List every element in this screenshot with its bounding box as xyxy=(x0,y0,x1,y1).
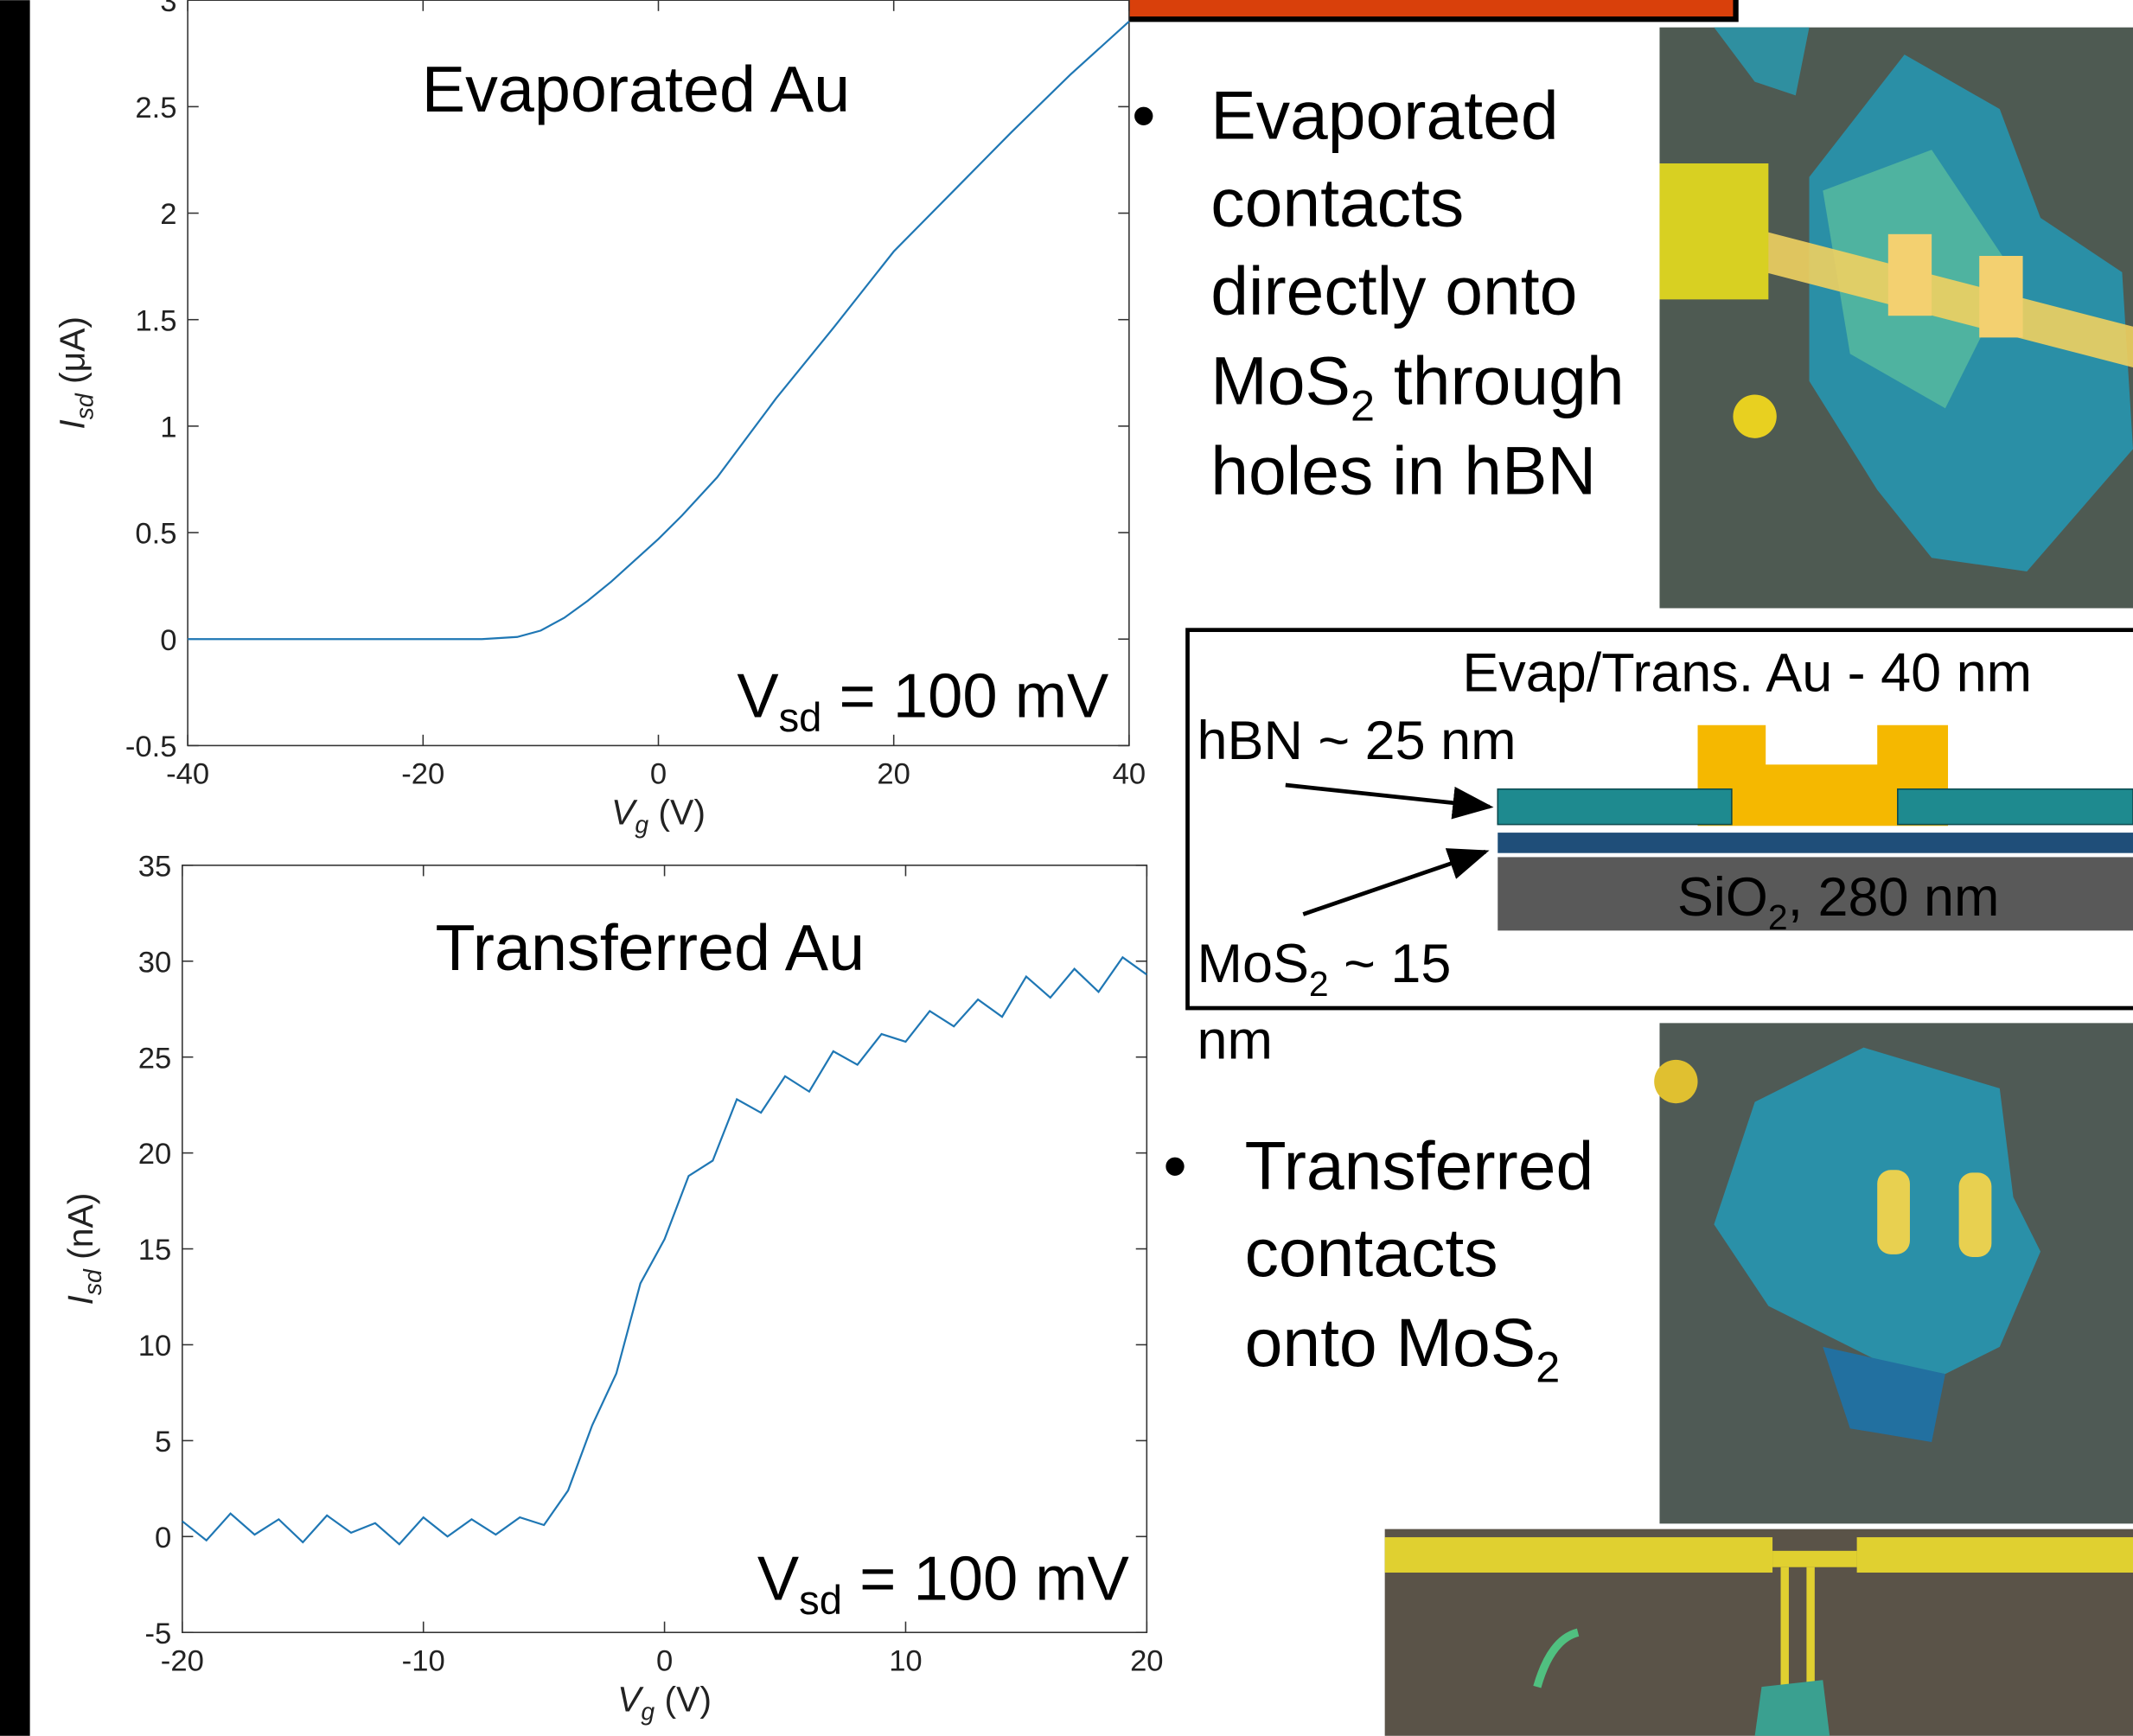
photo-device xyxy=(1385,1529,2133,1736)
text: = 100 mV xyxy=(821,661,1108,731)
y-tick-label: 1 xyxy=(160,411,176,444)
diagram-label: hBN ~ 25 nm xyxy=(1197,711,1517,771)
text: ~ 15 xyxy=(1329,934,1452,994)
bullet: • xyxy=(1163,1127,1187,1203)
y-tick-label: 15 xyxy=(138,1234,172,1267)
annotation: Evaporated Au xyxy=(422,54,850,126)
text: (μA) xyxy=(53,316,93,393)
y-tick-label: -5 xyxy=(144,1618,171,1650)
y-tick-label: 1.5 xyxy=(135,304,176,337)
x-tick-label: -10 xyxy=(402,1644,445,1677)
y-tick-label: 5 xyxy=(155,1426,171,1458)
symbol: I xyxy=(61,1295,100,1305)
diagram-label: Evap/Trans. Au - 40 nm xyxy=(1462,642,2032,703)
subscript: sd xyxy=(80,1268,107,1295)
symbol: I xyxy=(53,419,93,429)
bullet-line: onto MoS2 xyxy=(1245,1305,1561,1392)
bullet-line: directly onto xyxy=(1210,253,1577,329)
y-tick-label: 35 xyxy=(138,850,172,883)
y-tick-label: 3 xyxy=(160,0,176,18)
subscript: sd xyxy=(799,1578,842,1624)
y-tick-label: 0 xyxy=(160,624,176,657)
annotation: Transferred Au xyxy=(435,912,865,985)
bullet-line: Evaporated xyxy=(1210,78,1558,154)
y-tick-label: 2 xyxy=(160,198,176,231)
x-tick-label: 40 xyxy=(1113,757,1146,790)
y-tick-label: 25 xyxy=(138,1042,172,1075)
text: , 280 nm xyxy=(1788,867,2000,928)
bullet-list-2: • Transferred contacts onto MoS2 xyxy=(1163,1127,1593,1391)
bullet-line: MoS2 through xyxy=(1210,342,1624,430)
x-tick-label: 20 xyxy=(1130,1644,1164,1677)
x-tick-label: 0 xyxy=(650,757,667,790)
left-border xyxy=(0,0,30,1736)
mos2-layer xyxy=(1498,833,2133,853)
y-tick-label: -0.5 xyxy=(125,731,177,763)
slide: • Evaporated contacts directly onto MoS2… xyxy=(0,0,2133,1736)
text: MoS xyxy=(1210,342,1351,418)
x-tick-label: 20 xyxy=(877,757,910,790)
cross-section: Evap/Trans. Au - 40 nm hBN ~ 25 nm SiO2,… xyxy=(1188,630,2133,1071)
subscript: 2 xyxy=(1536,1343,1560,1392)
subscript: g xyxy=(641,1698,655,1726)
y-tick-label: 0.5 xyxy=(135,518,176,551)
subscript: sd xyxy=(779,695,822,741)
diagram-label: SiO2, 280 nm xyxy=(1677,867,1999,937)
subscript: 2 xyxy=(1309,964,1329,1004)
label: Vg (V) xyxy=(617,1679,712,1726)
label: Isd (μA) xyxy=(53,316,99,430)
y-tick-label: 30 xyxy=(138,946,172,979)
symbol: V xyxy=(737,661,778,731)
text: (nA) xyxy=(61,1193,100,1270)
y-tick-label: 2.5 xyxy=(135,92,176,124)
text: through xyxy=(1375,342,1625,418)
bullet-line: Transferred xyxy=(1245,1127,1594,1203)
text: (V) xyxy=(655,1679,712,1719)
x-tick-label: 0 xyxy=(656,1644,673,1677)
bullet-line: holes in hBN xyxy=(1210,432,1596,508)
hbn-layer xyxy=(1498,789,1732,825)
symbol: V xyxy=(757,1543,799,1613)
text: MoS xyxy=(1197,934,1309,994)
y-tick-label: 20 xyxy=(138,1138,172,1171)
y-tick-label: 10 xyxy=(138,1330,172,1363)
text: onto MoS xyxy=(1245,1305,1536,1381)
diagram-label: nm xyxy=(1197,1010,1273,1070)
hbn-layer xyxy=(1898,789,2133,825)
subscript: sd xyxy=(71,393,99,419)
label: Isd (nA) xyxy=(61,1193,107,1305)
label: Vg (V) xyxy=(611,793,706,839)
text: (V) xyxy=(648,793,706,833)
bullet-line: contacts xyxy=(1210,164,1464,240)
x-tick-label: -20 xyxy=(401,757,444,790)
subscript: 2 xyxy=(1351,380,1375,430)
photo-evaporated xyxy=(1659,28,2133,609)
y-tick-label: 0 xyxy=(155,1522,171,1554)
x-tick-label: 10 xyxy=(889,1644,923,1677)
text: SiO xyxy=(1677,867,1768,928)
bullet-list-1: • Evaporated contacts directly onto MoS2… xyxy=(1132,78,1625,509)
text: = 100 mV xyxy=(842,1543,1129,1613)
bullet-line: contacts xyxy=(1245,1215,1498,1291)
photo-transferred xyxy=(1654,1023,2133,1523)
bullet: • xyxy=(1132,78,1156,154)
subscript: g xyxy=(635,812,648,839)
subscript: 2 xyxy=(1768,897,1788,937)
